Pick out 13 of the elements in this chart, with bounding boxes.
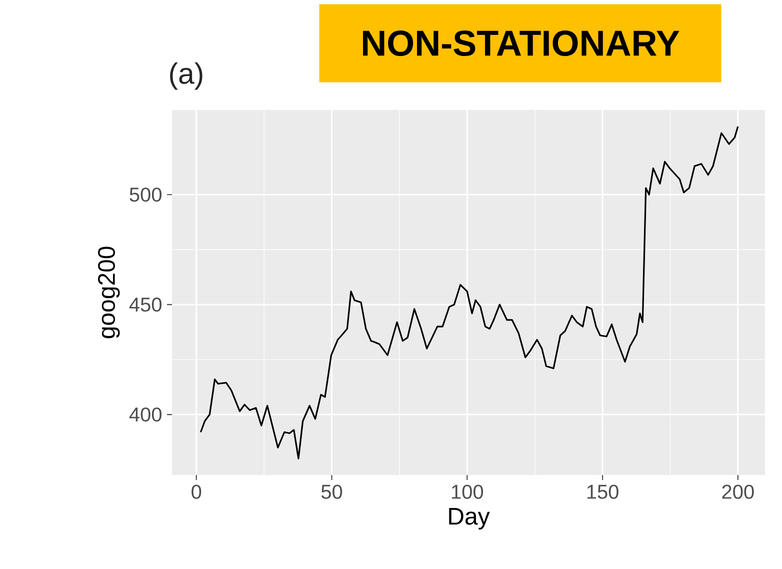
x-tick-label: 150	[587, 484, 618, 499]
y-tick-label: 450	[129, 298, 162, 312]
x-axis-title: Day	[449, 508, 490, 530]
y-tick-label: 500	[130, 188, 162, 202]
text: NON-STATIONARY	[363, 30, 680, 56]
y-axis-title: goog200	[98, 246, 120, 338]
x-tick-label: 50	[321, 484, 342, 499]
x-tick-label: 0	[192, 484, 202, 499]
x-tick-label: 200	[722, 484, 754, 499]
chart-title: (a)	[170, 62, 202, 90]
x-tick-label: 100	[452, 484, 484, 499]
y-tick-label: 400	[129, 407, 162, 422]
line-series	[200, 126, 739, 460]
